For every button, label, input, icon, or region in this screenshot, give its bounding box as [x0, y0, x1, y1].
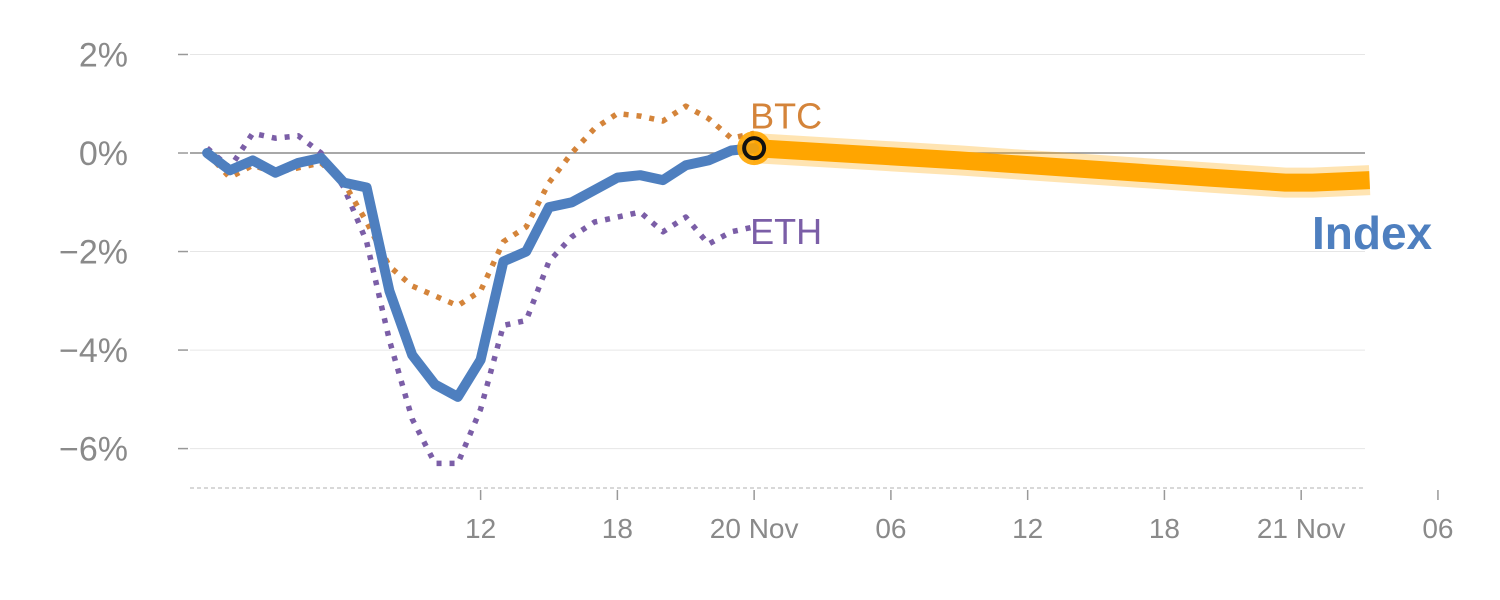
x-tick-label: 06	[1422, 513, 1453, 544]
x-tick-label: 12	[1012, 513, 1043, 544]
series-index-forecast	[753, 139, 1370, 192]
series-index	[202, 143, 760, 402]
series-eth	[205, 130, 755, 467]
x-tick-label: 18	[1149, 513, 1180, 544]
x-tick-label: 21 Nov	[1257, 513, 1346, 544]
y-tick-label: 0%	[79, 135, 128, 173]
marker-layer	[737, 131, 772, 166]
x-tick-label: 12	[465, 513, 496, 544]
series-label-index: Index	[1312, 207, 1433, 259]
x-tick-label: 06	[875, 513, 906, 544]
label-layer: BTC ETH Index	[750, 95, 1432, 259]
series-label-eth: ETH	[750, 211, 822, 252]
y-tick-label: −6%	[59, 431, 128, 469]
current-point-marker-halo	[737, 131, 772, 166]
x-tick-label: 20 Nov	[710, 513, 799, 544]
axis-layer: 2% 0% −2% −4% −6% 12 18 20 Nov 06 12 18 21 Nov 06	[59, 36, 1454, 544]
y-tick-label: 2%	[79, 36, 128, 74]
current-point-marker	[742, 136, 767, 161]
y-tick-label: −2%	[59, 234, 128, 272]
y-tick-label: −4%	[59, 332, 128, 370]
x-tick-label: 18	[602, 513, 633, 544]
series-layer	[202, 103, 1371, 467]
series-label-btc: BTC	[750, 95, 822, 136]
